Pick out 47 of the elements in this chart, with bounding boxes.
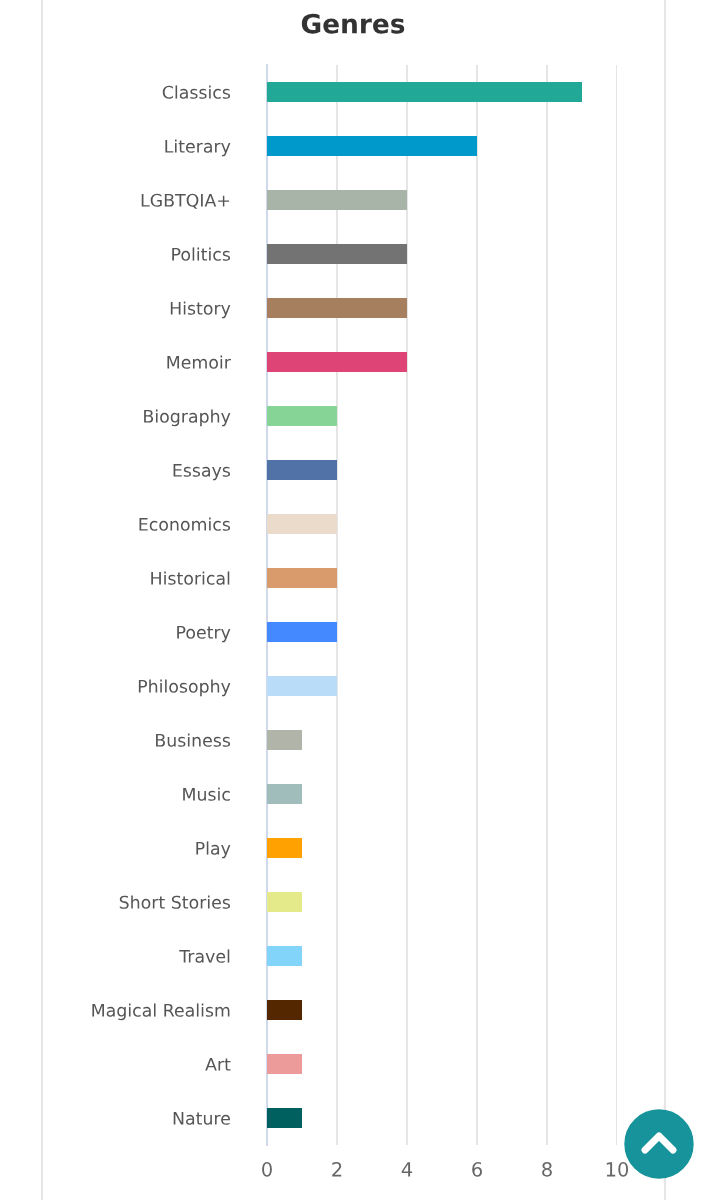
y-tick-label: Poetry: [177, 625, 231, 643]
y-tick-label: Politics: [172, 247, 231, 261]
y-tick-label: Essays: [173, 463, 231, 481]
bar: [267, 298, 407, 318]
y-tick-label: Economics: [139, 517, 231, 531]
y-tick-label: Magical Realism: [92, 1003, 230, 1021]
y-tick-label: Classics: [162, 85, 231, 99]
bar: [267, 1108, 302, 1128]
bar: [267, 730, 302, 750]
x-tick-label: 10: [606, 1162, 629, 1177]
bar: [267, 82, 582, 102]
bar: [267, 676, 337, 696]
bar: [267, 244, 407, 264]
y-tick-label: Art: [205, 1057, 231, 1071]
bar: [267, 514, 337, 534]
y-tick-label: Business: [156, 733, 231, 747]
y-tick-label: Memoir: [167, 355, 231, 369]
chart-title: Genres: [301, 13, 405, 34]
bar: [267, 1054, 302, 1074]
y-tick-label: Play: [196, 841, 231, 859]
x-tick-label: 8: [542, 1162, 552, 1177]
y-tick-label: Literary: [165, 139, 231, 157]
bar: [267, 460, 337, 480]
bar: [267, 946, 302, 966]
bar: [267, 136, 477, 156]
x-tick-label: 0: [262, 1162, 272, 1177]
x-tick-label: 4: [401, 1162, 413, 1177]
y-tick-label: Philosophy: [138, 679, 231, 697]
x-tick-label: 6: [472, 1162, 482, 1177]
bar: [267, 892, 302, 912]
bar: [267, 568, 337, 588]
y-tick-label: Nature: [173, 1111, 230, 1125]
y-tick-label: Historical: [151, 571, 230, 585]
y-tick-label: Biography: [144, 409, 231, 427]
y-tick-label: Music: [183, 787, 230, 801]
bar: [267, 622, 337, 642]
bar: [267, 838, 302, 858]
x-tick-label: 2: [332, 1162, 342, 1177]
bar: [267, 1000, 302, 1020]
y-tick-label: LGBTQIA+: [141, 193, 230, 209]
y-tick-label: Short Stories: [119, 895, 231, 909]
bar: [267, 190, 407, 210]
bar: [267, 352, 407, 372]
y-tick-label: Travel: [179, 949, 230, 963]
y-tick-label: History: [170, 301, 231, 319]
bar: [267, 406, 337, 426]
bar: [267, 784, 302, 804]
